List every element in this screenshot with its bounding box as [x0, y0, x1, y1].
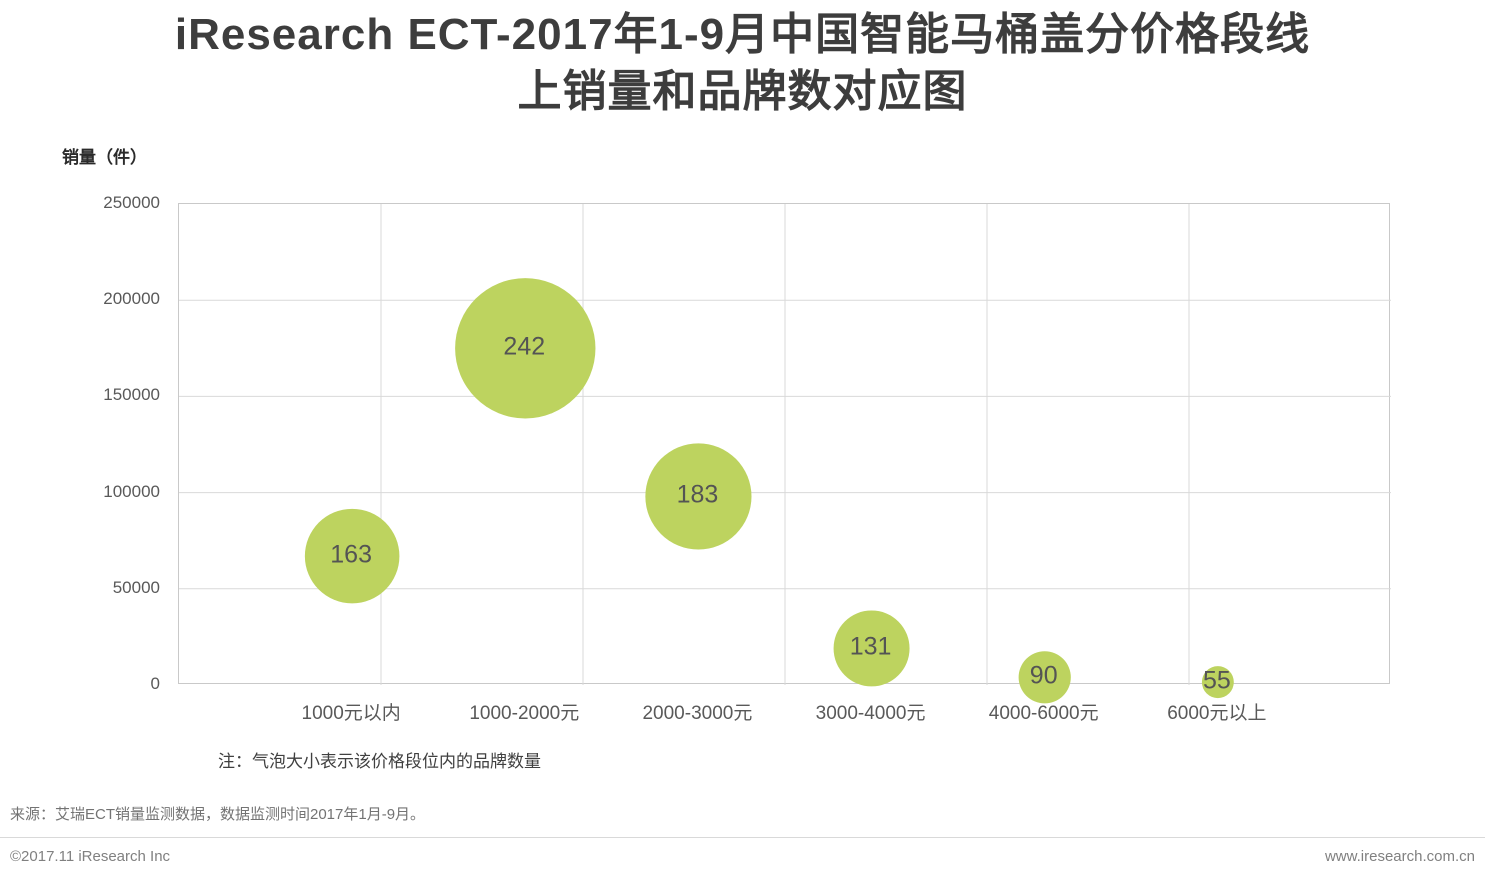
y-tick-label: 50000: [112, 577, 160, 597]
chart-title-line2: 上销量和品牌数对应图: [517, 67, 968, 117]
bubble-1000-2000元: [455, 278, 596, 419]
y-axis-title: 销量（件）: [62, 148, 147, 167]
plot-area: [178, 203, 1391, 704]
chart-note: 注：气泡大小表示该价格段位内的品牌数量: [218, 752, 541, 771]
footer-website: www.iresearch.com.cn: [1324, 848, 1475, 865]
y-tick-label: 150000: [103, 385, 160, 405]
y-tick-label: 0: [150, 674, 160, 693]
x-axis-tick-labels: 1000元以内 1000-2000元 2000-3000元 3000-4000元 400…: [178, 698, 1390, 728]
bubble-1000元以内: [304, 508, 400, 604]
bubble-4000-6000元: [1018, 651, 1071, 704]
chart-title-line1: iResearch ECT-2017年1-9月中国智能马桶盖分价格段线: [174, 10, 1311, 59]
footer-copyright: ©2017.11 iResearch Inc: [10, 848, 171, 865]
y-tick-label: 200000: [103, 289, 160, 309]
x-tick-label: 1000元以内: [301, 703, 401, 724]
bubble-3000-4000元: [833, 610, 910, 687]
y-tick-label: 100000: [103, 481, 160, 501]
bubble-chart-svg: [179, 204, 1391, 704]
bubble-6000元以上: [1201, 666, 1234, 699]
chart-title: iResearch ECT-2017年1-9月中国智能马桶盖分价格段线 上销量和…: [0, 6, 1485, 120]
x-tick-label: 3000-4000元: [815, 703, 926, 724]
x-tick-label: 6000元以上: [1167, 703, 1267, 724]
bubble-2000-3000元: [645, 443, 752, 550]
x-tick-label: 4000-6000元: [988, 703, 1099, 724]
y-tick-label: 250000: [103, 193, 160, 212]
footer-divider: [0, 837, 1485, 838]
x-tick-label: 2000-3000元: [642, 703, 753, 724]
source-line: 来源：艾瑞ECT销量监测数据，数据监测时间2017年1月-9月。: [10, 806, 426, 823]
x-tick-label: 1000-2000元: [469, 703, 580, 724]
